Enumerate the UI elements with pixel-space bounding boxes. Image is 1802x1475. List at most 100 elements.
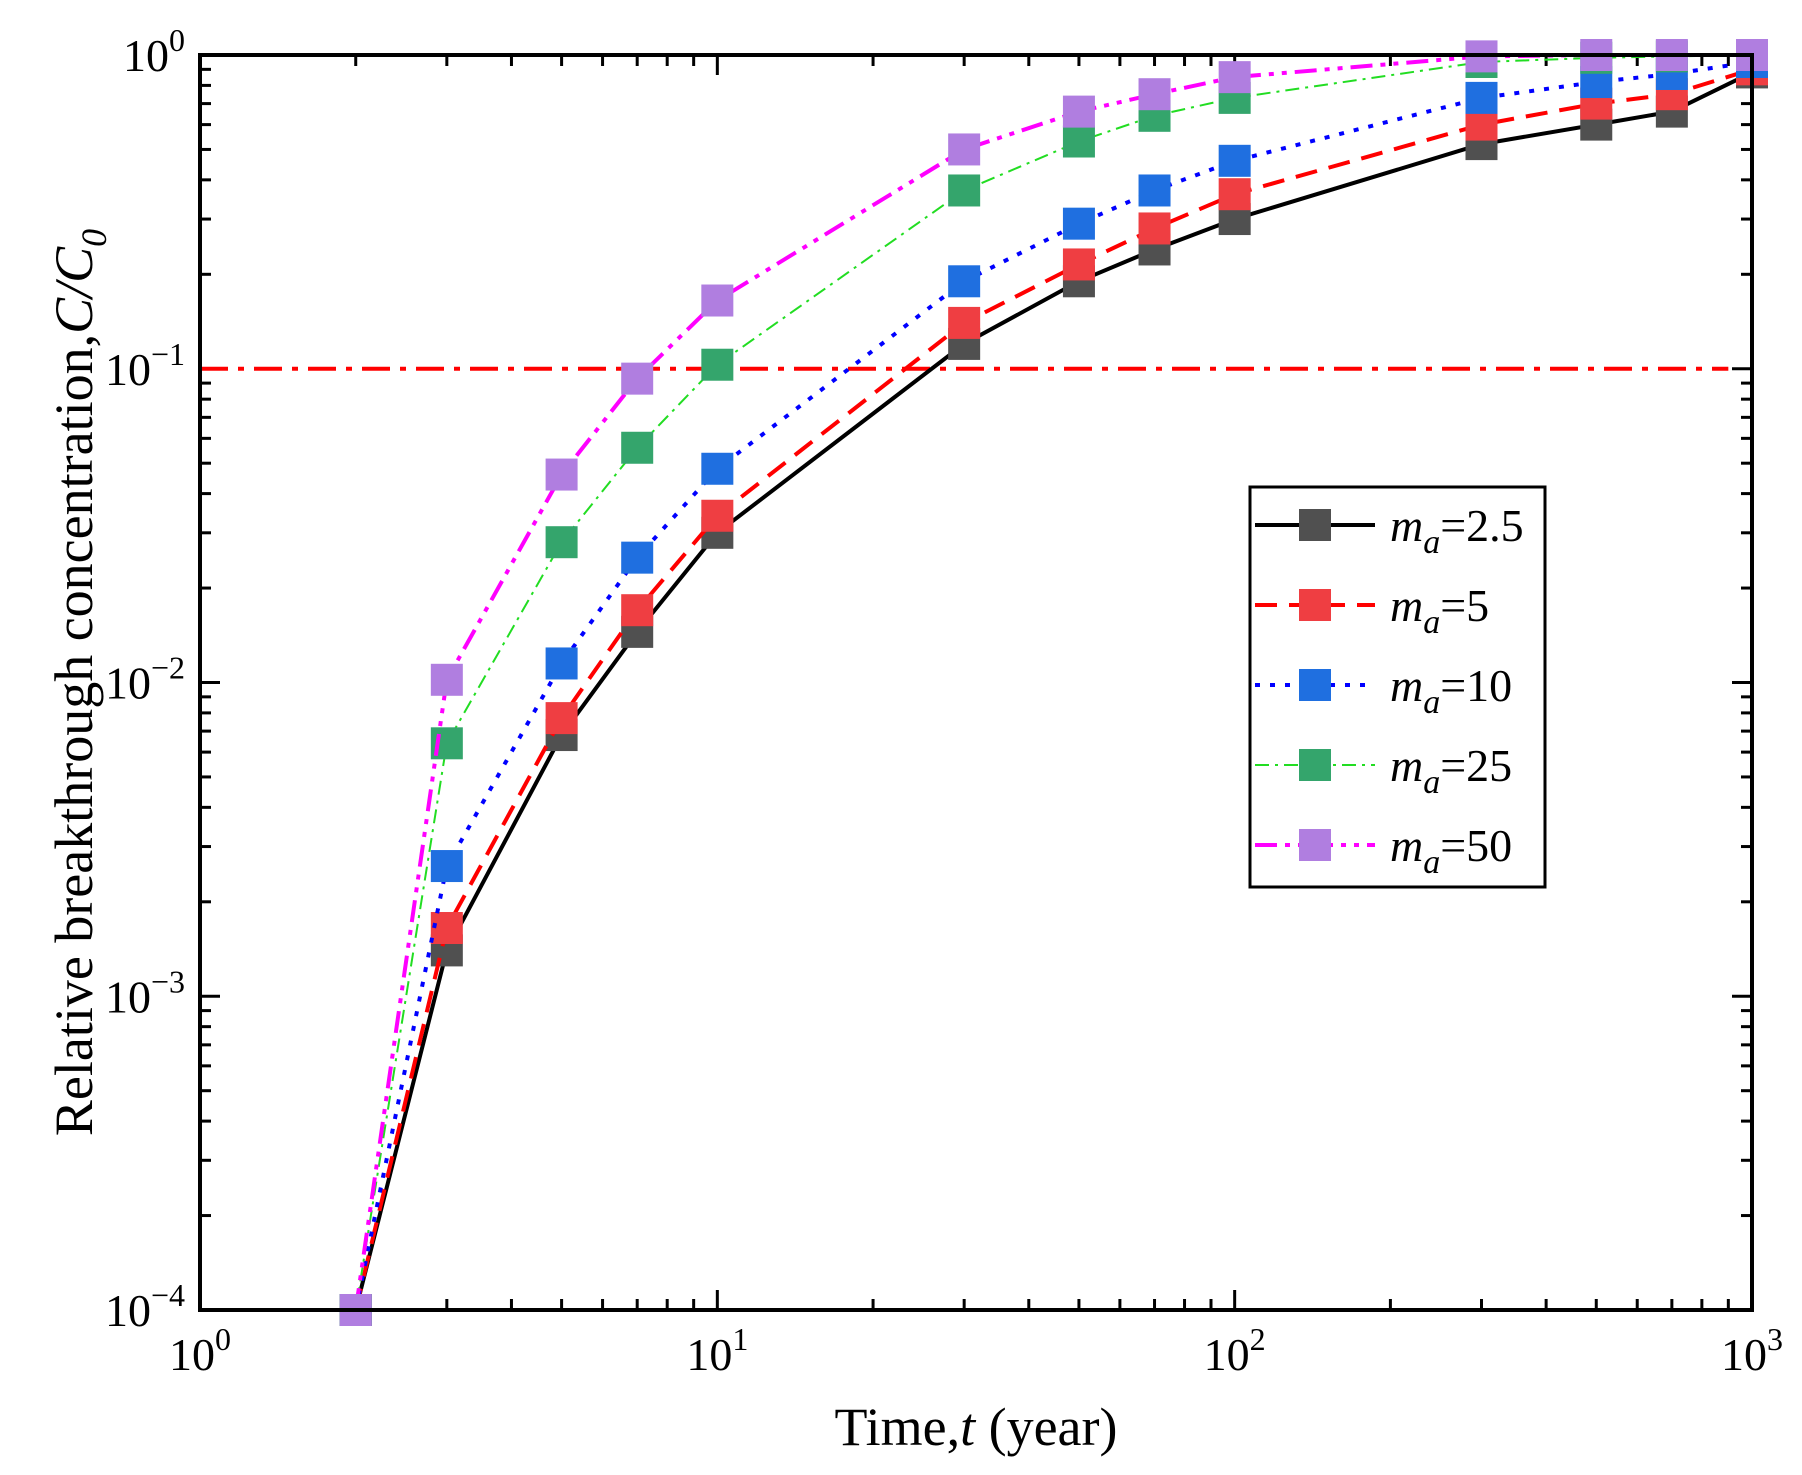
- data-point: [545, 647, 578, 680]
- series-0: [339, 56, 1768, 1326]
- data-point: [701, 348, 734, 381]
- legend-item: ma=5: [1255, 580, 1489, 641]
- x-tick-exp: 3: [1767, 1321, 1783, 1357]
- data-point: [621, 541, 654, 574]
- y-tick-label: 10−2: [105, 650, 185, 709]
- x-tick-label: 102: [1204, 1321, 1266, 1380]
- data-point: [1465, 81, 1498, 114]
- data-point: [948, 306, 981, 339]
- x-tick-exp: 2: [1250, 1321, 1266, 1357]
- y-axis-label-sub: 0: [74, 229, 114, 247]
- legend-item: ma=10: [1255, 660, 1512, 721]
- x-axis-label-var: t: [960, 1397, 977, 1457]
- legend-label-sub: a: [1423, 604, 1440, 641]
- y-axis-label-var: C/C: [44, 246, 104, 334]
- data-point: [545, 458, 578, 491]
- data-point: [1465, 108, 1498, 141]
- x-tick-exp: 0: [215, 1321, 231, 1357]
- data-point: [1138, 174, 1171, 207]
- y-tick-label: 10−1: [105, 336, 185, 395]
- legend-item: ma=50: [1255, 820, 1512, 881]
- legend-label-var: m: [1390, 500, 1423, 551]
- y-tick-exp: −1: [151, 336, 185, 372]
- x-axis-label-text: Time,: [835, 1397, 961, 1457]
- data-point: [430, 912, 463, 945]
- y-tick-exp: −2: [151, 650, 185, 686]
- series-3: [339, 39, 1768, 1326]
- data-point: [1218, 144, 1251, 177]
- x-tick-exp: 1: [732, 1321, 748, 1357]
- x-tick-base: 10: [686, 1329, 732, 1380]
- series-layer: [339, 39, 1768, 1326]
- legend-label-val: =2.5: [1440, 500, 1523, 551]
- data-point: [701, 452, 734, 485]
- data-point: [1062, 248, 1095, 281]
- data-point: [430, 850, 463, 883]
- x-tick-label: 103: [1721, 1321, 1783, 1380]
- legend-label: ma=5: [1390, 580, 1489, 641]
- data-point: [948, 265, 981, 298]
- legend-marker: [1299, 749, 1331, 781]
- data-point: [545, 526, 578, 559]
- x-tick-base: 10: [169, 1329, 215, 1380]
- legend-marker: [1299, 829, 1331, 861]
- legend-label-val: =5: [1440, 580, 1489, 631]
- x-tick-base: 10: [1204, 1329, 1250, 1380]
- legend-label-sub: a: [1423, 524, 1440, 561]
- series-4: [339, 39, 1768, 1326]
- legend-label-var: m: [1390, 660, 1423, 711]
- y-tick-label: 100: [123, 22, 185, 81]
- legend-label-var: m: [1390, 820, 1423, 871]
- data-point: [1218, 61, 1251, 94]
- legend-item: ma=2.5: [1255, 500, 1524, 561]
- data-point: [1138, 212, 1171, 245]
- series-2: [339, 45, 1768, 1326]
- data-point: [430, 663, 463, 696]
- data-point: [1062, 207, 1095, 240]
- data-point: [621, 362, 654, 395]
- legend-label: ma=10: [1390, 660, 1512, 721]
- legend-label-var: m: [1390, 740, 1423, 791]
- data-point: [621, 594, 654, 627]
- y-tick-base: 10: [105, 971, 151, 1022]
- y-tick-base: 10: [123, 30, 169, 81]
- legend-marker: [1299, 509, 1331, 541]
- y-tick-label: 10−3: [105, 963, 185, 1022]
- x-tick-label: 101: [686, 1321, 748, 1380]
- legend-marker: [1299, 669, 1331, 701]
- legend-label: ma=50: [1390, 820, 1512, 881]
- y-tick-base: 10: [105, 344, 151, 395]
- legend-label-val: =50: [1440, 820, 1512, 871]
- y-axis-label-text: Relative breakthrough concentration,: [44, 334, 104, 1136]
- y-tick-exp: −3: [151, 963, 185, 999]
- legend-label-val: =25: [1440, 740, 1512, 791]
- x-tick-base: 10: [1721, 1329, 1767, 1380]
- data-point: [701, 499, 734, 532]
- legend-marker: [1299, 589, 1331, 621]
- x-tick-label: 100: [169, 1321, 231, 1380]
- legend-label-val: =10: [1440, 660, 1512, 711]
- data-point: [1218, 178, 1251, 211]
- y-axis-label: Relative breakthrough concentration,C/C0: [44, 229, 114, 1136]
- legend-label-sub: a: [1423, 684, 1440, 721]
- legend-label-sub: a: [1423, 764, 1440, 801]
- y-tick-label: 10−4: [105, 1277, 185, 1336]
- legend-item: ma=25: [1255, 740, 1512, 801]
- data-point: [948, 133, 981, 166]
- series-1: [339, 53, 1768, 1326]
- y-tick-base: 10: [105, 1285, 151, 1336]
- x-axis-label-unit: (year): [975, 1397, 1117, 1457]
- y-tick-exp: 0: [169, 22, 185, 58]
- legend-label: ma=2.5: [1390, 500, 1524, 561]
- legend-label: ma=25: [1390, 740, 1512, 801]
- data-point: [545, 702, 578, 735]
- legend-label-sub: a: [1423, 844, 1440, 881]
- plot-frame: [198, 53, 1754, 1312]
- x-axis-label: Time,t (year): [835, 1397, 1118, 1457]
- data-point: [1062, 95, 1095, 128]
- data-point: [701, 284, 734, 317]
